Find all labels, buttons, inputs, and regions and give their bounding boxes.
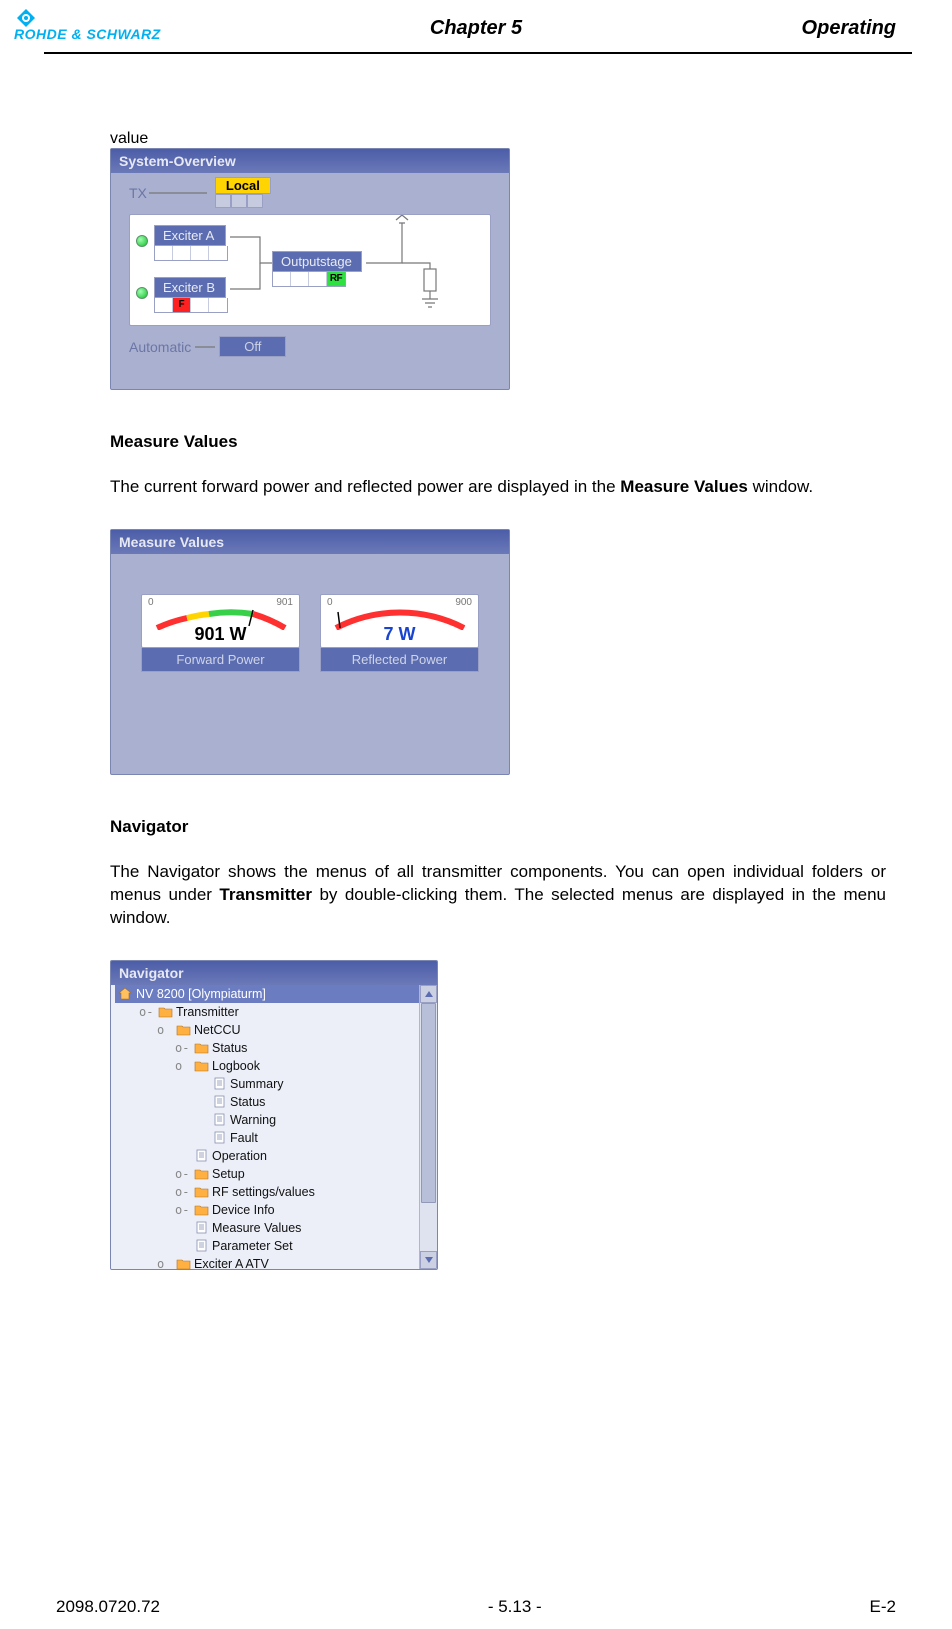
tx-label: TX [129, 185, 147, 201]
fwd-gauge-label: Forward Power [141, 648, 300, 672]
navigator-paragraph: The Navigator shows the menus of all tra… [110, 861, 886, 930]
folder-icon [175, 1023, 191, 1037]
scroll-thumb[interactable] [421, 1003, 436, 1203]
scroll-up-icon[interactable] [420, 985, 437, 1003]
chapter-title: Chapter 5 [430, 17, 522, 40]
system-overview-titlebar: System-Overview [111, 149, 509, 173]
tree-item-label: Operation [212, 1149, 267, 1163]
schematic-diagram: Exciter A Exciter B F Outputstage RF [129, 214, 491, 326]
tree-root[interactable]: NV 8200 [Olympiaturm] [115, 985, 437, 1003]
folder-icon [193, 1185, 209, 1199]
tree-item-label: Fault [230, 1131, 258, 1145]
expand-toggle-icon[interactable]: o [157, 1257, 173, 1269]
automatic-row: Automatic Off [129, 336, 491, 357]
tree-item[interactable]: Measure Values [115, 1219, 437, 1237]
expand-toggle-icon[interactable]: o- [139, 1005, 155, 1019]
refl-gauge-label: Reflected Power [320, 648, 479, 672]
tree-item[interactable]: o- Device Info [115, 1201, 437, 1219]
navigator-heading: Navigator [110, 817, 886, 837]
tree-item[interactable]: o- Status [115, 1039, 437, 1057]
tree-item-label: Status [230, 1095, 265, 1109]
expand-toggle-icon[interactable]: o- [175, 1041, 191, 1055]
header-rule [44, 52, 912, 54]
footer-center: - 5.13 - [488, 1597, 542, 1617]
system-overview-panel: System-Overview TX Local [110, 148, 510, 390]
scroll-down-icon[interactable] [420, 1251, 437, 1269]
tree-item-label: Status [212, 1041, 247, 1055]
folder-icon [157, 1005, 173, 1019]
automatic-label: Automatic [129, 339, 191, 355]
measure-values-heading: Measure Values [110, 432, 886, 452]
expand-toggle-icon[interactable]: o [175, 1059, 191, 1073]
tx-slots [215, 194, 271, 208]
tree-item-label: Warning [230, 1113, 276, 1127]
document-icon [211, 1113, 227, 1127]
tree-item[interactable]: o- Setup [115, 1165, 437, 1183]
footer-left: 2098.0720.72 [56, 1597, 160, 1617]
tree-item-label: Device Info [212, 1203, 275, 1217]
tree-item[interactable]: o Exciter A ATV [115, 1255, 437, 1269]
measure-values-paragraph: The current forward power and reflected … [110, 476, 886, 499]
tree-root-label: NV 8200 [Olympiaturm] [136, 987, 266, 1001]
tree-item[interactable]: Summary [115, 1075, 437, 1093]
folder-icon [193, 1203, 209, 1217]
reflected-power-gauge: 0 900 7 W Reflected Power [320, 594, 479, 672]
tree-item-label: Transmitter [176, 1005, 239, 1019]
tree-item-label: Setup [212, 1167, 245, 1181]
tree-item-label: Logbook [212, 1059, 260, 1073]
expand-toggle-icon[interactable]: o- [175, 1185, 191, 1199]
tree-item-label: Exciter A ATV [194, 1257, 269, 1269]
brand-text: ROHDE & SCHWARZ [14, 26, 161, 42]
document-icon [193, 1239, 209, 1253]
tree-item-label: Measure Values [212, 1221, 301, 1235]
tree-item-label: Parameter Set [212, 1239, 293, 1253]
footer-right: E-2 [870, 1597, 896, 1617]
document-icon [193, 1149, 209, 1163]
page-header: ROHDE & SCHWARZ Chapter 5 Operating [56, 10, 896, 46]
page-footer: 2098.0720.72 - 5.13 - E-2 [56, 1597, 896, 1617]
section-title: Operating [802, 17, 896, 40]
navigator-scrollbar[interactable] [419, 985, 437, 1269]
tree-item[interactable]: Fault [115, 1129, 437, 1147]
expand-toggle-icon[interactable]: o- [175, 1167, 191, 1181]
measure-values-titlebar: Measure Values [111, 530, 509, 554]
refl-gauge-arc-icon [328, 606, 472, 622]
automatic-value: Off [219, 336, 286, 357]
tree-item[interactable]: Warning [115, 1111, 437, 1129]
navigator-titlebar: Navigator [111, 961, 437, 985]
folder-icon [175, 1257, 191, 1269]
forward-power-gauge: 0 901 901 W [141, 594, 300, 672]
tree-item-label: Summary [230, 1077, 283, 1091]
folder-icon [193, 1059, 209, 1073]
document-icon [193, 1221, 209, 1235]
expand-toggle-icon[interactable]: o [157, 1023, 173, 1037]
tree-item[interactable]: Parameter Set [115, 1237, 437, 1255]
tree-item[interactable]: o- RF settings/values [115, 1183, 437, 1201]
document-icon [211, 1077, 227, 1091]
document-icon [211, 1131, 227, 1145]
measure-values-panel: Measure Values 0 901 [110, 529, 510, 775]
navigator-tree[interactable]: NV 8200 [Olympiaturm] o-TransmitteroNetC… [111, 985, 437, 1269]
home-icon [117, 987, 133, 1001]
tree-item[interactable]: Operation [115, 1147, 437, 1165]
tree-item[interactable]: Status [115, 1093, 437, 1111]
folder-icon [193, 1167, 209, 1181]
expand-toggle-icon[interactable]: o- [175, 1203, 191, 1217]
document-icon [211, 1095, 227, 1109]
brand-logo: ROHDE & SCHWARZ [14, 8, 161, 44]
fwd-gauge-arc-icon [149, 606, 293, 622]
tx-row: TX Local [129, 177, 491, 208]
tree-item-label: NetCCU [194, 1023, 241, 1037]
local-badge: Local [215, 177, 271, 194]
folder-icon [193, 1041, 209, 1055]
tree-item[interactable]: o Logbook [115, 1057, 437, 1075]
navigator-panel: Navigator NV 8200 [Olympiaturm] o- Transm… [110, 960, 438, 1270]
tree-item[interactable]: o NetCCU [115, 1021, 437, 1039]
tree-item-label: RF settings/values [212, 1185, 315, 1199]
tree-item[interactable]: o- Transmitter [115, 1003, 437, 1021]
